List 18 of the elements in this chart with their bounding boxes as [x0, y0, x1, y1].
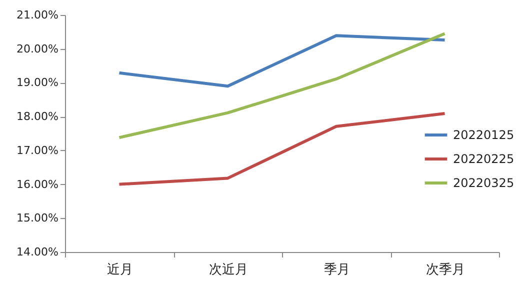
y-tick-label: 15.00%: [16, 212, 58, 225]
y-tick-label: 16.00%: [16, 178, 58, 191]
line-series: [118, 32, 446, 140]
y-tick-label: 19.00%: [16, 76, 58, 90]
legend-label: 20220225: [453, 152, 514, 166]
y-tick-label: 14.00%: [16, 246, 58, 258]
line-series: [118, 112, 446, 186]
x-tick-label: 次季月: [426, 262, 465, 278]
y-tick-label: 17.00%: [16, 144, 58, 157]
y-tick-label: 18.00%: [16, 110, 58, 124]
y-tick-label: 21.00%: [16, 8, 58, 22]
legend-label: 20220125: [453, 128, 514, 142]
x-tick-label: 次近月: [208, 262, 248, 278]
line-series: [118, 34, 446, 88]
y-tick-label: 20.00%: [16, 42, 58, 56]
x-tick-label: 近月: [106, 262, 133, 278]
x-tick-label: 季月: [324, 262, 350, 278]
legend-label: 20220325: [453, 176, 514, 190]
